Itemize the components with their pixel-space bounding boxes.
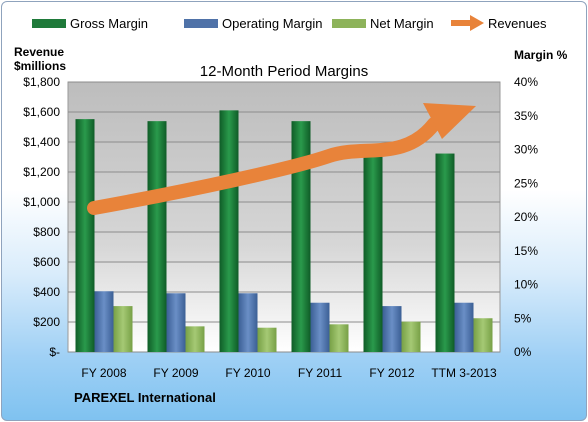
net-margin-bar (329, 324, 349, 352)
right-tick-label: 5% (514, 311, 532, 325)
left-tick-label: $600 (33, 255, 60, 269)
category-label: FY 2011 (298, 366, 343, 380)
revenue-arrow-group (87, 103, 476, 215)
operating-margin-bar (382, 306, 402, 352)
right-tick-label: 15% (514, 244, 538, 258)
gross-margin-bar (219, 110, 239, 352)
left-tick-label: $200 (33, 315, 60, 329)
revenue-arrow-head (423, 103, 476, 139)
left-tick-label: $- (49, 345, 60, 359)
left-axis-ticks: $- $200 $400 $600 $800 $1,000 $1,200 $1,400 $1,6… (23, 75, 60, 359)
left-axis-title-line1: Revenue (14, 45, 64, 59)
left-tick-label: $1,800 (23, 75, 60, 89)
legend-swatch-net-margin (332, 19, 366, 28)
category-label: FY 2009 (153, 366, 198, 380)
right-axis-ticks: 0% 5% 10% 15% 20% 25% 30% 35% 40% (514, 75, 538, 359)
left-tick-label: $1,000 (23, 195, 60, 209)
legend-swatch-revenues (451, 15, 484, 31)
net-margin-bar (113, 306, 133, 352)
operating-margin-bar (310, 302, 330, 352)
category-labels: FY 2008 FY 2009 FY 2010 FY 2011 FY 2012 TTM 3… (81, 366, 497, 380)
gross-margin-bar (147, 121, 167, 353)
category-label: FY 2010 (225, 366, 270, 380)
left-tick-label: $1,400 (23, 135, 60, 149)
right-tick-label: 25% (514, 176, 538, 190)
bar-group (75, 110, 493, 353)
legend-label-net-margin: Net Margin (370, 16, 434, 31)
operating-margin-bar (238, 293, 258, 352)
gridlines (68, 81, 500, 353)
operating-margin-bar (454, 302, 474, 352)
right-axis-title: Margin % (514, 48, 568, 62)
net-margin-bar (185, 326, 205, 352)
right-tick-label: 10% (514, 278, 538, 292)
operating-margin-bar (166, 293, 186, 352)
gross-margin-bar (435, 153, 455, 352)
legend-label-operating-margin: Operating Margin (222, 16, 322, 31)
legend: Gross Margin Operating Margin Net Margin… (32, 15, 547, 31)
category-label: FY 2008 (81, 366, 126, 380)
left-tick-label: $800 (33, 225, 60, 239)
left-tick-label: $1,600 (23, 105, 60, 119)
right-tick-label: 40% (514, 75, 538, 89)
chart-title: 12-Month Period Margins (200, 63, 368, 80)
left-axis-title-line2: $millions (14, 59, 66, 73)
legend-swatch-operating-margin (184, 19, 218, 28)
legend-label-gross-margin: Gross Margin (70, 16, 148, 31)
right-tick-label: 20% (514, 210, 538, 224)
operating-margin-bar (94, 291, 114, 352)
left-tick-label: $400 (33, 285, 60, 299)
net-margin-bar (257, 327, 277, 352)
right-tick-label: 35% (514, 109, 538, 123)
net-margin-bar (473, 318, 493, 352)
right-tick-label: 0% (514, 345, 532, 359)
gross-margin-bar (75, 119, 95, 352)
legend-label-revenues: Revenues (488, 16, 547, 31)
company-name: PAREXEL International (74, 390, 216, 405)
gross-margin-bar (291, 121, 311, 353)
revenue-arrow-line (87, 117, 441, 215)
net-margin-bar (401, 321, 421, 352)
right-tick-label: 30% (514, 143, 538, 157)
category-label: FY 2012 (369, 366, 414, 380)
legend-swatch-gross-margin (32, 19, 66, 28)
category-label: TTM 3-2013 (431, 366, 497, 380)
gross-margin-bar (363, 146, 383, 352)
left-tick-label: $1,200 (23, 165, 60, 179)
